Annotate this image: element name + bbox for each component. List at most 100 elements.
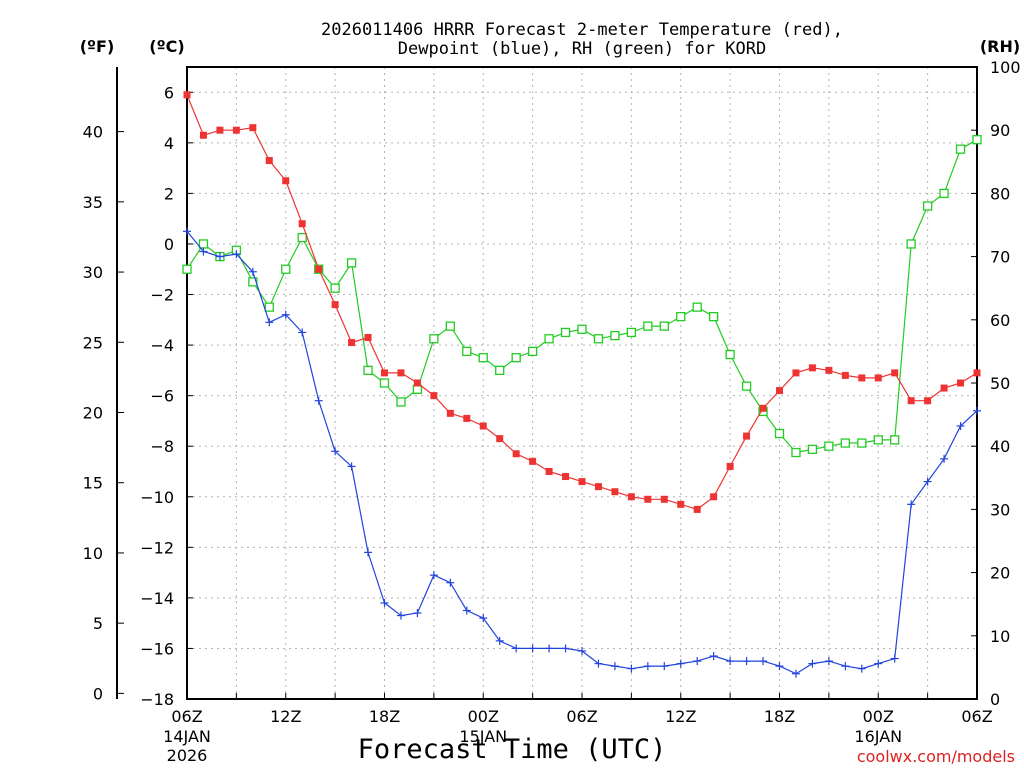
- temperature-point: [315, 265, 323, 273]
- celsius-tick-label: −2: [150, 286, 174, 305]
- rh-point: [725, 349, 735, 360]
- celsius-tick-label: −14: [140, 589, 174, 608]
- temperature-point: [644, 495, 652, 503]
- dewpoint-point: [545, 644, 554, 653]
- plot-frame: [186, 66, 978, 700]
- fahrenheit-tick-label: 20: [83, 403, 103, 422]
- rh-point: [593, 334, 604, 344]
- rh-point: [890, 435, 900, 445]
- rh-point: [610, 330, 620, 341]
- temperature-point: [743, 432, 751, 440]
- rh-point: [182, 264, 192, 274]
- dewpoint-point: [281, 310, 290, 319]
- celsius-tick-label: 4: [164, 134, 174, 153]
- celsius-tick-label: −16: [140, 639, 174, 658]
- series-dewpoint: [183, 227, 981, 678]
- temperature-point: [413, 379, 421, 387]
- rh-point: [560, 327, 571, 338]
- rh-tick-label: 40: [990, 437, 1010, 456]
- temperature-point: [578, 478, 586, 486]
- dewpoint-point: [298, 328, 307, 337]
- rh-point: [412, 384, 423, 394]
- rh-point: [363, 365, 373, 376]
- celsius-tick-label: −4: [150, 336, 174, 355]
- dewpoint-point: [429, 571, 438, 580]
- fahrenheit-tick-label: 35: [83, 193, 103, 212]
- temperature-point: [512, 450, 520, 458]
- celsius-tick-label: −12: [140, 538, 174, 557]
- temperature-point: [183, 91, 191, 99]
- x-tick-label: 12Z: [270, 707, 301, 726]
- temperature-point: [232, 126, 240, 134]
- temperature-point: [841, 371, 849, 379]
- rh-tick-label: 0: [990, 690, 1000, 709]
- temperature-point: [249, 124, 257, 132]
- dewpoint-point: [808, 659, 817, 668]
- dewpoint-point: [693, 657, 702, 666]
- dewpoint-point: [364, 548, 373, 557]
- dewpoint-point: [610, 662, 619, 671]
- dewpoint-point: [709, 652, 718, 661]
- temperature-point: [940, 384, 948, 392]
- dewpoint-point: [512, 644, 521, 653]
- dewpoint-point: [396, 611, 405, 620]
- dewpoint-point: [775, 662, 784, 671]
- rh-point: [297, 232, 307, 243]
- dewpoint-point: [380, 598, 389, 607]
- temperature-point: [364, 333, 372, 341]
- dewpoint-point: [413, 609, 422, 618]
- temperature-point: [858, 374, 866, 382]
- fahrenheit-tick-label: 25: [83, 333, 103, 352]
- temperature-point: [957, 379, 965, 387]
- rh-point: [346, 258, 357, 268]
- dewpoint-point: [956, 421, 965, 430]
- dewpoint-point: [726, 657, 735, 666]
- celsius-tick-label: −18: [140, 690, 174, 709]
- rh-point: [495, 365, 505, 376]
- temperature-point: [759, 404, 767, 412]
- celsius-tick-label: 0: [164, 235, 174, 254]
- fahrenheit-axis-label: (ºF): [80, 37, 115, 56]
- dewpoint-point: [265, 318, 274, 327]
- rh-point: [709, 311, 719, 322]
- temperature-point: [216, 126, 224, 134]
- temperature-point: [907, 397, 915, 405]
- x-date-label: 14JAN: [163, 727, 211, 746]
- axes-ticks: −18−16−14−12−10−8−6−4−2024606Z14JAN20261…: [83, 58, 1021, 765]
- rh-tick-label: 60: [990, 311, 1010, 330]
- rh-point: [659, 321, 669, 331]
- dewpoint-point: [215, 252, 224, 261]
- rh-point: [676, 311, 686, 322]
- temperature-point: [446, 409, 454, 417]
- rh-point: [873, 435, 883, 445]
- rh-point: [511, 353, 521, 363]
- temperature-point: [726, 462, 734, 470]
- dewpoint-point: [742, 657, 751, 666]
- fahrenheit-tick-label: 30: [83, 263, 103, 282]
- celsius-tick-label: 2: [164, 184, 174, 203]
- rh-tick-label: 30: [990, 500, 1010, 519]
- temperature-point: [973, 369, 981, 377]
- dewpoint-point: [643, 662, 652, 671]
- x-tick-label: 06Z: [566, 707, 597, 726]
- rh-point: [626, 327, 637, 338]
- rh-point: [692, 302, 702, 312]
- dewpoint-point: [923, 477, 932, 486]
- watermark: coolwx.com/models: [857, 747, 1015, 766]
- temperature-point: [874, 374, 882, 382]
- chart-title-line2: Dewpoint (blue), RH (green) for KORD: [398, 39, 766, 59]
- temperature-point: [348, 339, 356, 347]
- celsius-tick-label: −8: [150, 437, 174, 456]
- rh-point: [939, 188, 949, 199]
- dewpoint-point: [940, 454, 949, 463]
- rh-point: [857, 438, 867, 448]
- series-temperature: [183, 91, 981, 513]
- rh-point: [972, 135, 982, 145]
- celsius-tick-label: −10: [140, 488, 174, 507]
- rh-point: [544, 334, 554, 344]
- dewpoint-point: [561, 644, 570, 653]
- dewpoint-point: [248, 267, 257, 276]
- temperature-point: [627, 493, 635, 501]
- temperature-point: [693, 505, 701, 513]
- dewpoint-point: [446, 578, 455, 587]
